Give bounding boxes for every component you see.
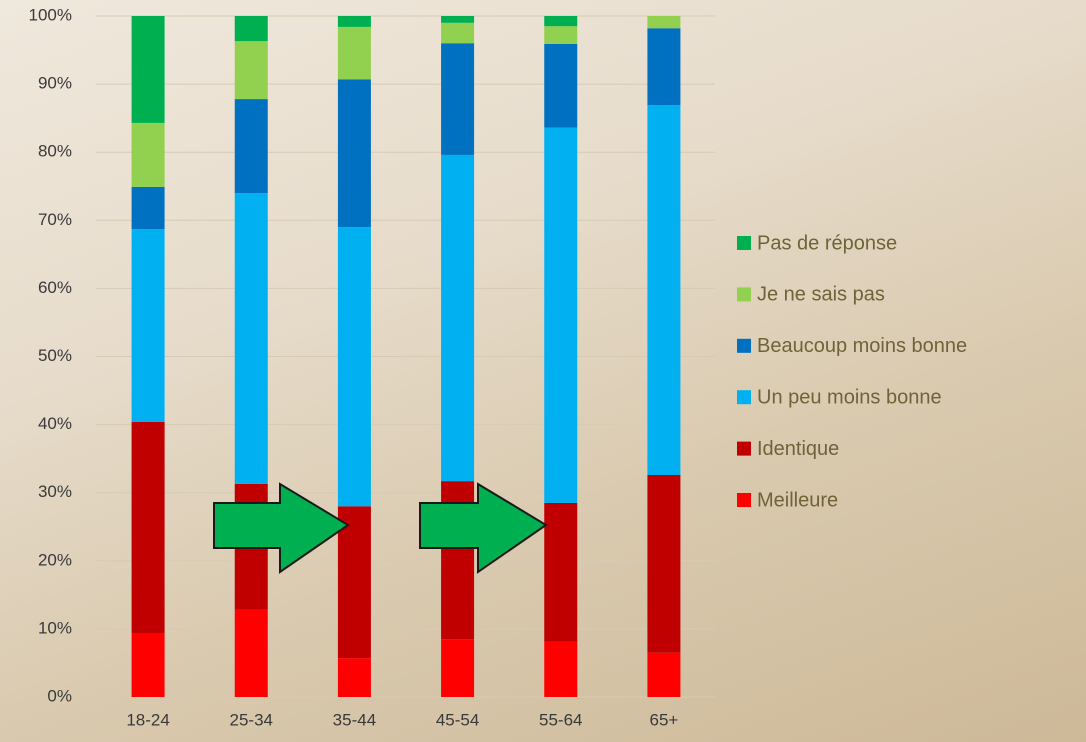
bar-segment: [132, 187, 165, 229]
bar-segment: [338, 16, 371, 27]
bar-segment: [132, 16, 165, 123]
x-tick-label: 55-64: [539, 710, 582, 729]
bar-segment: [441, 23, 474, 43]
arrow: [420, 484, 546, 572]
y-tick-label: 10%: [38, 618, 72, 637]
bar-segment: [441, 155, 474, 481]
legend-label: Un peu moins bonne: [757, 386, 942, 408]
y-tick-label: 60%: [38, 278, 72, 297]
bar-segment: [441, 16, 474, 23]
legend-label: Je ne sais pas: [757, 284, 885, 306]
bar-segment: [235, 16, 268, 41]
y-tick-label: 100%: [29, 5, 72, 24]
legend-swatch: [737, 287, 751, 301]
x-tick-label: 18-24: [126, 710, 169, 729]
bar-segment: [338, 79, 371, 227]
bar-segment: [338, 27, 371, 79]
bar-segment: [544, 26, 577, 44]
bar-segment: [132, 422, 165, 633]
legend-label: Identique: [757, 438, 839, 460]
legend-swatch: [737, 339, 751, 353]
legend-swatch: [737, 236, 751, 250]
y-tick-label: 50%: [38, 346, 72, 365]
bar-segment: [544, 503, 577, 642]
bar-segment: [441, 639, 474, 697]
x-tick-label: 35-44: [333, 710, 376, 729]
bar-segment: [235, 41, 268, 99]
bar-segment: [338, 227, 371, 506]
y-tick-label: 80%: [38, 142, 72, 161]
y-tick-label: 40%: [38, 414, 72, 433]
x-tick-label: 25-34: [230, 710, 273, 729]
legend-label: Beaucoup moins bonne: [757, 335, 967, 357]
legend-label: Pas de réponse: [757, 232, 897, 254]
bar-segment: [338, 658, 371, 697]
x-tick-label: 65+: [649, 710, 678, 729]
legend-swatch: [737, 442, 751, 456]
legend-swatch: [737, 493, 751, 507]
bar-segment: [544, 16, 577, 26]
y-tick-label: 90%: [38, 74, 72, 93]
bar-segment: [544, 128, 577, 503]
bar-segment: [235, 610, 268, 697]
arrow: [214, 484, 348, 572]
bar-segment: [647, 105, 680, 475]
y-tick-label: 20%: [38, 550, 72, 569]
legend-label: Meilleure: [757, 489, 838, 511]
bar-segment: [132, 229, 165, 422]
chart: 0% 10% 20% 30% 40% 50% 60% 70% 80% 90% 100% 18-24 25…: [0, 0, 1086, 742]
legend-swatch: [737, 390, 751, 404]
bar-segment: [647, 16, 680, 28]
bar-segment: [132, 633, 165, 697]
bar-segment: [235, 193, 268, 484]
y-tick-label: 30%: [38, 482, 72, 501]
bar-segment: [544, 44, 577, 128]
plot: [96, 16, 715, 697]
bar-segment: [647, 28, 680, 105]
bar-segment: [647, 475, 680, 653]
y-tick-label: 0%: [47, 686, 72, 705]
bar-segment: [441, 43, 474, 155]
y-tick-label: 70%: [38, 210, 72, 229]
bar-segment: [132, 123, 165, 187]
bar-segment: [544, 642, 577, 697]
bar-segment: [235, 99, 268, 193]
bar-segment: [647, 653, 680, 697]
x-tick-label: 45-54: [436, 710, 479, 729]
